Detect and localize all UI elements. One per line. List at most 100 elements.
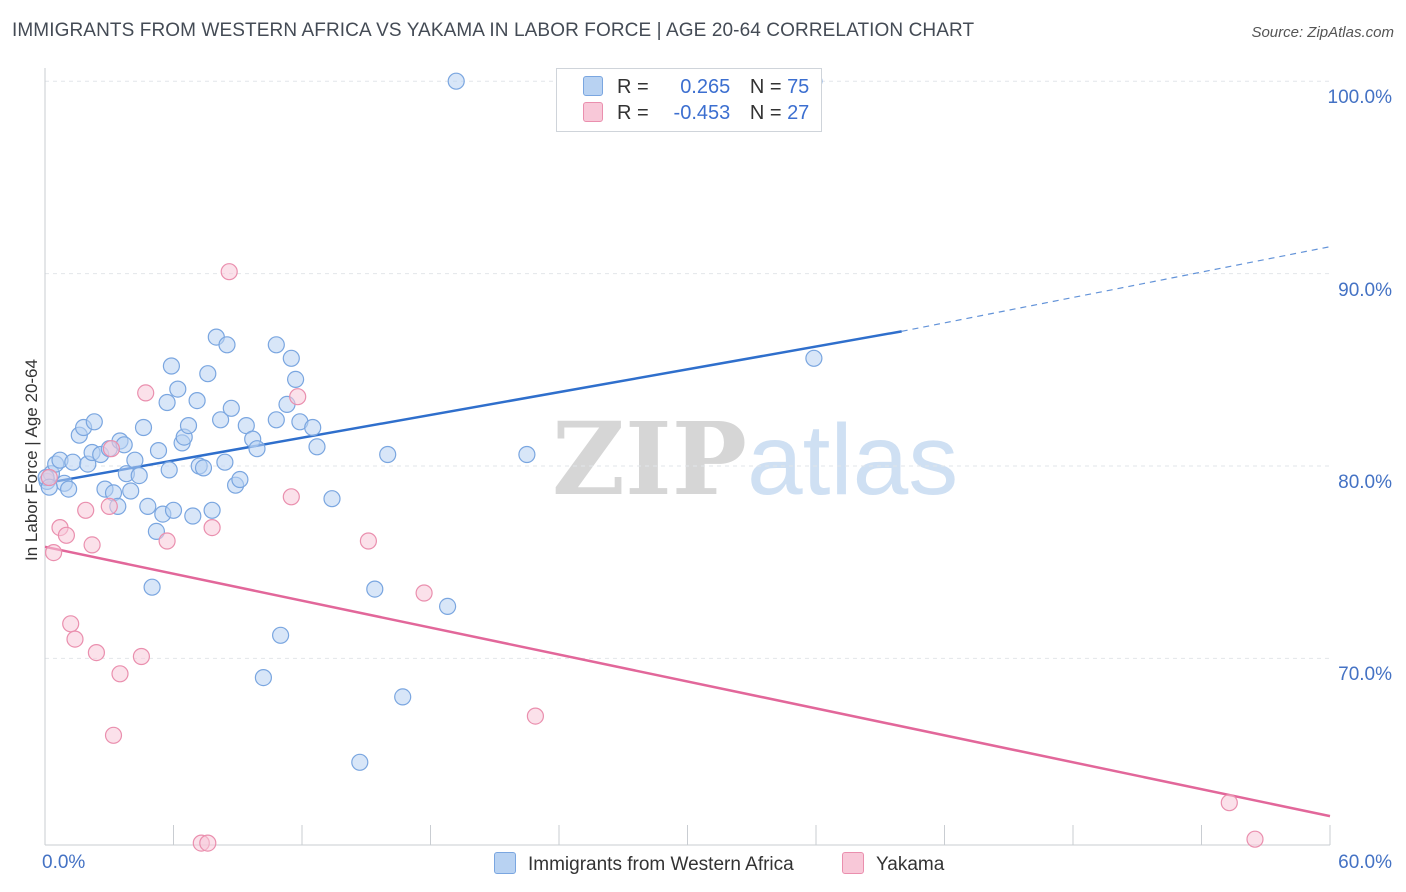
point-western-africa-70	[518, 445, 536, 464]
point-western-africa-5	[59, 480, 78, 498]
point-yakama-20	[282, 488, 300, 506]
point-western-africa-23	[134, 418, 153, 437]
point-yakama-13	[132, 647, 150, 666]
legend-swatch-pink	[583, 102, 603, 122]
point-yakama-21	[289, 388, 307, 406]
legend-label-western-africa: Immigrants from Western Africa	[528, 854, 794, 875]
stats-legend: R = 0.265 N = 75 R = -0.453 N = 27	[556, 68, 822, 132]
point-yakama-8	[87, 643, 106, 662]
point-yakama-4	[62, 615, 80, 633]
point-yakama-12	[111, 665, 129, 683]
point-western-africa-53	[254, 668, 272, 687]
point-yakama-22	[359, 532, 377, 550]
source-credit: Source: ZipAtlas.com	[1251, 24, 1394, 41]
point-western-africa-27	[149, 442, 168, 460]
point-yakama-23	[415, 584, 433, 602]
point-western-africa-63	[323, 490, 341, 508]
point-yakama-14	[137, 384, 155, 402]
trend-line-western-africa-extension	[901, 246, 1331, 332]
point-western-africa-30	[160, 461, 178, 479]
point-western-africa-49	[231, 470, 249, 489]
point-yakama-1	[44, 543, 63, 562]
point-western-africa-47	[222, 399, 240, 417]
point-western-africa-42	[203, 501, 221, 519]
point-western-africa-46	[218, 336, 236, 354]
legend-label-yakama: Yakama	[876, 854, 945, 875]
legend-n-value: 27	[787, 102, 810, 124]
legend-n-label: N =	[749, 102, 782, 124]
point-western-africa-62	[308, 438, 326, 456]
point-western-africa-22	[130, 467, 148, 485]
point-western-africa-38	[188, 392, 206, 410]
y-tick-label: 80.0%	[1338, 472, 1392, 493]
legend-item-yakama: Yakama	[842, 852, 944, 876]
legend-row-yakama: R = -0.453 N = 27	[583, 102, 809, 125]
point-western-africa-29	[158, 393, 176, 412]
point-western-africa-6	[64, 453, 82, 471]
point-western-africa-65	[366, 580, 384, 598]
point-western-africa-52	[248, 440, 266, 458]
legend-n-label: N =	[749, 76, 782, 98]
point-western-africa-26	[147, 522, 165, 541]
trend-line-western-africa	[44, 330, 902, 485]
x-tick-label-max: 60.0%	[1338, 852, 1392, 873]
point-western-africa-69	[447, 72, 465, 90]
legend-r-value: 0.265	[680, 76, 731, 98]
point-western-africa-45	[216, 453, 234, 471]
point-yakama-19	[220, 263, 238, 281]
point-western-africa-21	[126, 451, 144, 469]
point-yakama-7	[83, 536, 101, 554]
point-western-africa-36	[179, 417, 198, 435]
point-yakama-11	[104, 726, 123, 744]
point-yakama-9	[100, 497, 118, 515]
point-yakama-3	[57, 526, 76, 544]
legend-row-western-africa: R = 0.265 N = 75	[583, 76, 809, 99]
point-yakama-10	[102, 440, 121, 458]
point-western-africa-67	[394, 688, 412, 706]
point-western-africa-24	[139, 497, 157, 515]
legend-swatch-blue	[494, 852, 516, 874]
x-tick-label-min: 0.0%	[42, 852, 86, 873]
trend-lines	[44, 246, 1331, 818]
point-yakama-15	[158, 532, 176, 550]
point-yakama-6	[77, 501, 95, 519]
point-western-africa-58	[282, 349, 300, 367]
chart-title: IMMIGRANTS FROM WESTERN AFRICA VS YAKAMA…	[12, 20, 975, 41]
point-yakama-0	[40, 468, 58, 487]
legend-r-value: -0.453	[673, 102, 731, 124]
point-western-africa-32	[164, 501, 183, 519]
point-western-africa-41	[199, 365, 217, 383]
point-western-africa-40	[194, 459, 213, 477]
legend-r-label: R =	[617, 102, 649, 124]
point-western-africa-59	[287, 370, 305, 388]
watermark-atlas: atlas	[746, 404, 959, 516]
y-axis-label: In Labor Force | Age 20-64	[22, 359, 41, 561]
point-western-africa-64	[351, 753, 369, 771]
point-yakama-17	[199, 834, 217, 852]
point-yakama-5	[66, 630, 84, 648]
point-western-africa-25	[143, 578, 161, 596]
point-western-africa-66	[379, 445, 397, 464]
watermark-zip: ZIP	[552, 400, 747, 518]
y-tick-label: 70.0%	[1338, 664, 1392, 686]
point-western-africa-33	[169, 380, 187, 398]
trend-line-yakama	[44, 545, 1331, 818]
point-western-africa-11	[85, 413, 103, 431]
point-western-africa-61	[304, 418, 322, 437]
legend-swatch-blue	[583, 76, 603, 96]
point-yakama-26	[1246, 830, 1264, 848]
y-tick-label: 90.0%	[1338, 279, 1392, 301]
point-yakama-24	[526, 707, 545, 725]
watermark: ZIPatlas	[552, 400, 958, 518]
point-western-africa-56	[272, 626, 290, 644]
point-western-africa-20	[122, 482, 140, 500]
point-yakama-18	[203, 518, 221, 537]
point-western-africa-68	[439, 597, 457, 616]
legend-item-western-africa: Immigrants from Western Africa	[494, 852, 794, 876]
data-points	[37, 72, 1264, 852]
point-western-africa-37	[184, 507, 202, 525]
point-western-africa-54	[267, 336, 285, 354]
axes	[44, 68, 1331, 846]
point-western-africa-71	[805, 349, 823, 367]
